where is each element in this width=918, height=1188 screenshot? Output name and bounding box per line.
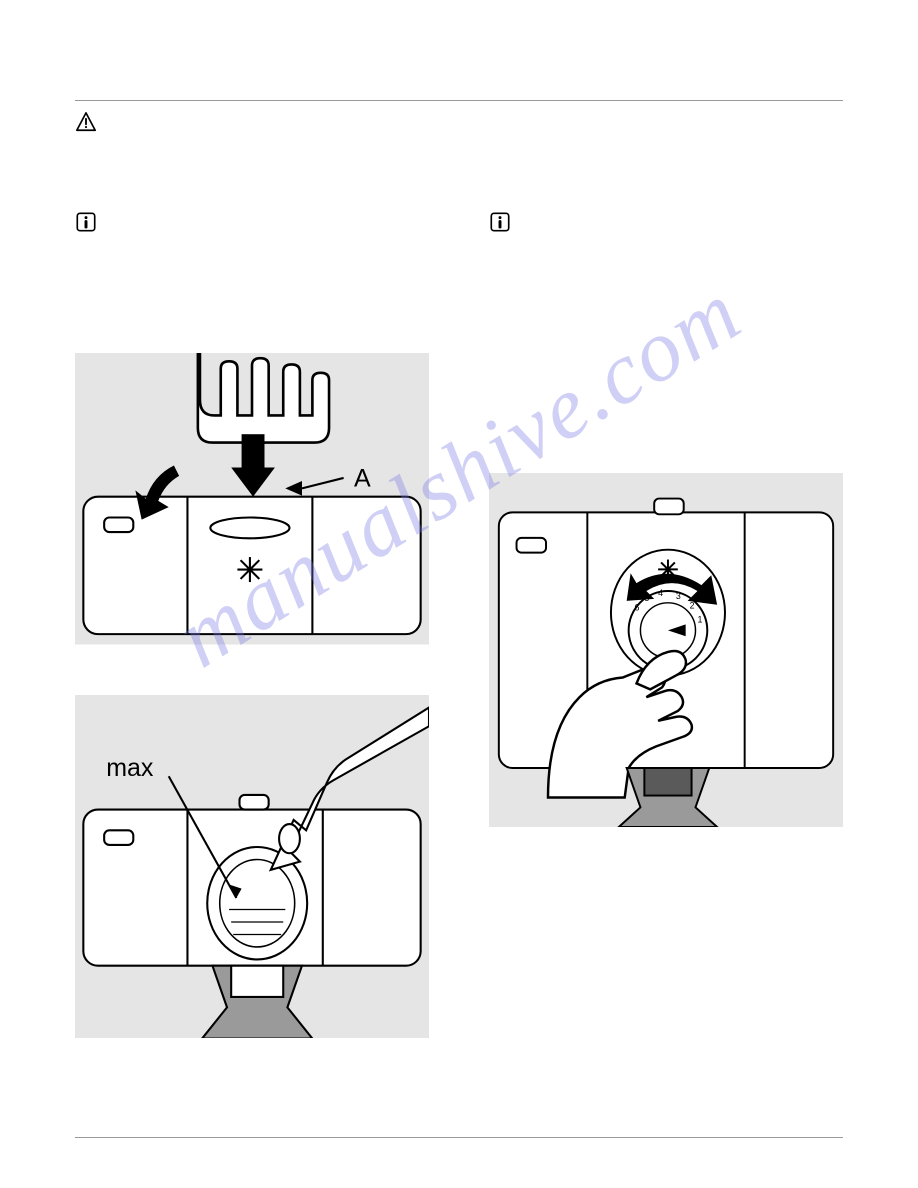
svg-text:4: 4 xyxy=(658,588,663,598)
info-row-right xyxy=(489,211,843,233)
left-column: A xyxy=(75,141,429,1038)
header-rule xyxy=(75,100,843,101)
figure2-label-max: max xyxy=(106,754,154,782)
svg-text:3: 3 xyxy=(676,591,681,601)
two-column-layout: A xyxy=(75,141,843,1038)
figure-fill-rinse-aid: max xyxy=(75,695,429,1039)
svg-text:1: 1 xyxy=(697,614,702,624)
warning-icon xyxy=(75,111,97,133)
page-container: A xyxy=(0,0,918,1188)
svg-text:2: 2 xyxy=(690,601,695,611)
info-row-left xyxy=(75,211,429,233)
svg-text:6: 6 xyxy=(635,603,640,613)
figure-adjust-dial: 6 5 4 3 2 1 xyxy=(489,473,843,827)
footer-rule xyxy=(75,1137,843,1138)
info-icon xyxy=(489,211,511,233)
right-column: 6 5 4 3 2 1 xyxy=(489,141,843,1038)
figure-press-release: A xyxy=(75,353,429,645)
figure1-label-a: A xyxy=(354,464,371,492)
info-icon xyxy=(75,211,97,233)
